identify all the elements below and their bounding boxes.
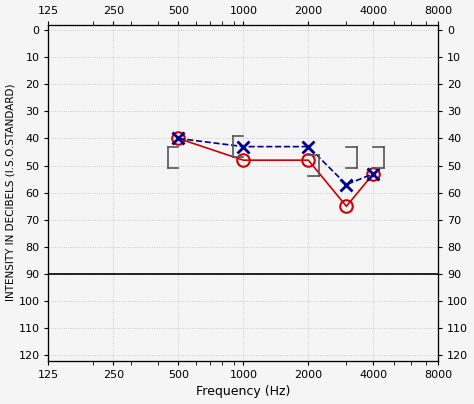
Y-axis label: INTENSITY IN DECIBELS (I.S.O.STANDARD): INTENSITY IN DECIBELS (I.S.O.STANDARD) <box>6 84 16 301</box>
X-axis label: Frequency (Hz): Frequency (Hz) <box>196 385 291 398</box>
